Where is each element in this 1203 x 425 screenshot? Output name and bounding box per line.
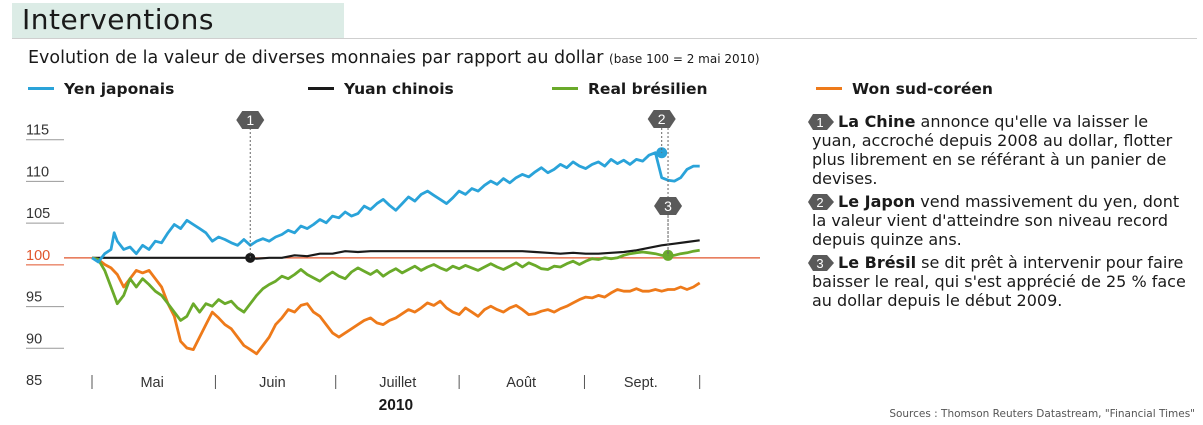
x-month-label: Juin bbox=[259, 375, 286, 391]
legend-swatch-real bbox=[552, 87, 578, 90]
marker-badge-2 bbox=[647, 110, 676, 128]
legend-item-yen: Yen japonais bbox=[28, 80, 174, 98]
marker-badge-label-2: 2 bbox=[658, 111, 666, 127]
legend-swatch-yuan bbox=[308, 87, 334, 90]
legend-label-real: Real brésilien bbox=[588, 80, 708, 98]
y-tick-label: 115 bbox=[26, 123, 49, 139]
note-1: 1 La Chine annonce qu'elle va laisser le… bbox=[808, 112, 1197, 188]
y-tick-label: 105 bbox=[26, 206, 50, 222]
page-title: Interventions bbox=[22, 3, 214, 36]
note-badge-2: 2 bbox=[808, 194, 834, 210]
x-month-label: Août bbox=[506, 375, 536, 391]
marker-badge-1 bbox=[236, 111, 265, 129]
note-badge-1: 1 bbox=[808, 114, 834, 130]
y-tick-label: 95 bbox=[26, 290, 42, 306]
series-point-real bbox=[662, 249, 674, 261]
series-line-real bbox=[91, 248, 700, 322]
note-bold-2: Le Japon bbox=[838, 192, 916, 211]
x-month-label: Juillet bbox=[379, 375, 416, 391]
y-tick-label: 100 bbox=[26, 248, 50, 264]
header-rule bbox=[12, 38, 1197, 39]
note-text-2: vend massivement du yen, dont la valeur … bbox=[812, 192, 1180, 249]
legend-swatch-yen bbox=[28, 87, 54, 90]
note-bold-3: Le Brésil bbox=[838, 253, 917, 272]
marker-badge-label-1: 1 bbox=[246, 112, 254, 128]
x-month-label: Sept. bbox=[624, 375, 658, 391]
note-bold-1: La Chine bbox=[838, 112, 916, 131]
line-chart: 115 110 105 100 95 90 85 Mai Juin Juillet Août Sept… bbox=[26, 110, 760, 414]
note-text-1: annonce qu'elle va laisser le yuan, accr… bbox=[812, 112, 1173, 188]
series-line-yen bbox=[91, 151, 700, 264]
note-badge-num-1: 1 bbox=[816, 115, 823, 130]
y-tick-label: 90 bbox=[26, 331, 42, 347]
notes-panel: 1 La Chine annonce qu'elle va laisser le… bbox=[808, 112, 1197, 310]
marker-badge-label-3: 3 bbox=[664, 198, 672, 214]
series-group bbox=[91, 147, 701, 356]
x-axis-label: 2010 bbox=[379, 397, 413, 414]
x-month-label: Mai bbox=[140, 375, 163, 391]
y-tick-label: 85 bbox=[26, 373, 42, 389]
legend: Yen japonais Yuan chinois Real brésilien… bbox=[28, 80, 1198, 102]
legend-item-real: Real brésilien bbox=[552, 80, 708, 98]
source-note: Sources : Thomson Reuters Datastream, "F… bbox=[889, 408, 1195, 420]
series-line-yuan bbox=[92, 239, 700, 260]
note-text-3: se dit prêt à intervenir pour faire bais… bbox=[812, 253, 1186, 310]
legend-label-yen: Yen japonais bbox=[64, 80, 175, 98]
marker-badge-3 bbox=[654, 197, 683, 215]
note-3: 3 Le Brésil se dit prêt à intervenir pou… bbox=[808, 253, 1197, 310]
note-badge-num-3: 3 bbox=[816, 256, 823, 271]
note-badge-num-2: 2 bbox=[816, 195, 823, 210]
axis-group: 115 110 105 100 95 90 85 Mai Juin Juillet Août Sept… bbox=[26, 123, 760, 414]
subtitle-main: Evolution de la valeur de diverses monna… bbox=[28, 48, 604, 68]
chart-subtitle: Evolution de la valeur de diverses monna… bbox=[28, 48, 760, 68]
legend-label-won: Won sud-coréen bbox=[852, 80, 993, 98]
y-tick-label: 110 bbox=[26, 164, 49, 180]
note-badge-3: 3 bbox=[808, 255, 834, 271]
legend-item-won: Won sud-coréen bbox=[816, 80, 993, 98]
note-2: 2 Le Japon vend massivement du yen, dont… bbox=[808, 192, 1197, 249]
legend-item-yuan: Yuan chinois bbox=[308, 80, 454, 98]
header-band bbox=[12, 3, 344, 38]
subtitle-base: (base 100 = 2 mai 2010) bbox=[609, 52, 760, 66]
marker-group: 1 2 3 bbox=[236, 110, 683, 258]
legend-swatch-won bbox=[816, 87, 842, 90]
legend-label-yuan: Yuan chinois bbox=[344, 80, 454, 98]
series-line-won bbox=[91, 256, 701, 356]
